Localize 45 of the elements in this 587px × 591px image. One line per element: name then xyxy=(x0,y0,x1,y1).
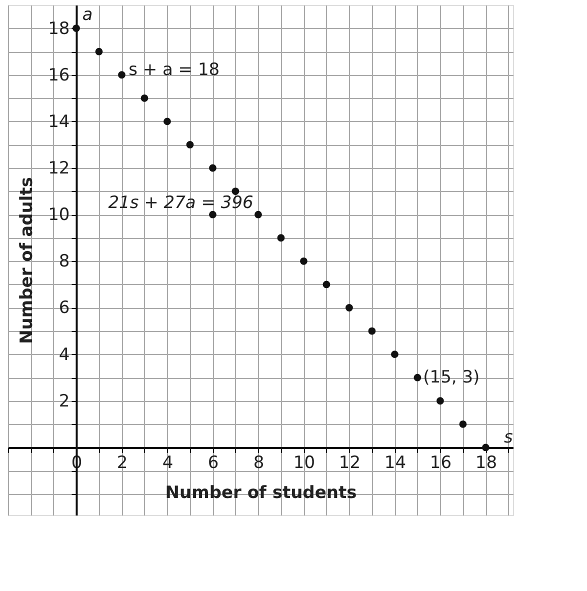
point xyxy=(72,24,80,32)
point xyxy=(414,374,422,382)
annotation: 21s + 27a = 396 xyxy=(108,192,254,213)
point xyxy=(164,118,171,126)
annotation: a xyxy=(82,5,93,25)
point xyxy=(254,210,262,218)
point xyxy=(186,141,194,148)
y-tick-label: 2 xyxy=(58,391,70,412)
x-axis-title: Number of students xyxy=(165,482,357,503)
point xyxy=(95,48,103,56)
point xyxy=(209,210,216,218)
y-tick-label: 16 xyxy=(48,65,70,86)
point xyxy=(277,234,285,242)
annotation: (15, 3) xyxy=(423,368,480,388)
x-tick-label: 18 xyxy=(475,452,498,473)
y-tick-label: 18 xyxy=(48,18,70,39)
annotation: s xyxy=(504,427,513,448)
point xyxy=(232,188,240,195)
point xyxy=(346,304,353,312)
point xyxy=(459,420,467,428)
y-tick-label: 10 xyxy=(48,205,70,226)
annotation: s + a = 18 xyxy=(128,60,220,80)
point xyxy=(391,350,398,358)
y-axis-title: Number of adults xyxy=(17,177,38,344)
y-tick-label: 4 xyxy=(58,344,70,365)
x-tick-label: 14 xyxy=(384,452,406,473)
y-tick-label: 8 xyxy=(58,252,70,272)
x-tick-label: 4 xyxy=(162,452,174,473)
point xyxy=(436,397,444,405)
x-tick-label: 2 xyxy=(116,452,128,473)
y-tick-label: 12 xyxy=(48,158,70,179)
x-tick-label: 6 xyxy=(208,452,219,473)
point xyxy=(140,94,148,102)
x-tick-label: 12 xyxy=(338,452,361,473)
point xyxy=(322,280,330,288)
point xyxy=(300,257,308,265)
point xyxy=(118,71,126,79)
x-tick-label: 10 xyxy=(293,452,316,473)
x-tick-label: 16 xyxy=(430,452,452,473)
x-tick-label: 8 xyxy=(253,452,264,473)
y-tick-label: 14 xyxy=(48,112,70,132)
y-tick-label: 6 xyxy=(58,298,70,318)
point xyxy=(209,164,216,172)
point xyxy=(368,327,376,335)
point xyxy=(482,444,490,452)
